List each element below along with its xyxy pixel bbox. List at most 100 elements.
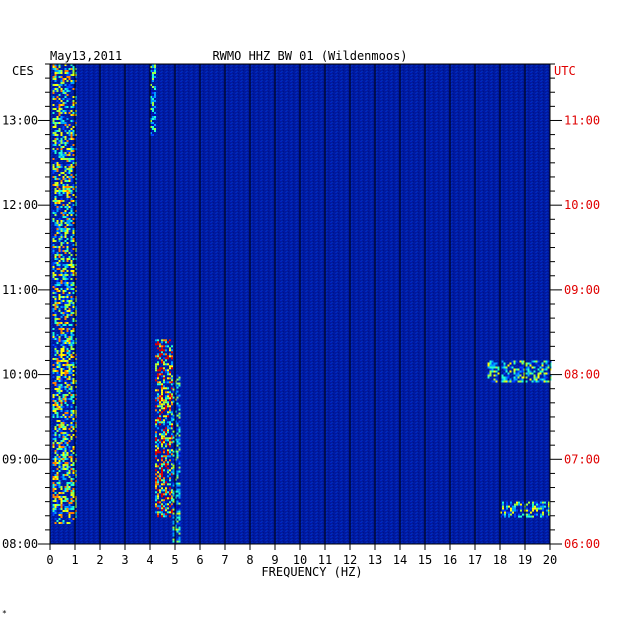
feature-cell: [70, 286, 73, 288]
feature-cell: [64, 282, 67, 284]
feature-cell: [52, 240, 55, 242]
feature-cell: [66, 510, 69, 512]
feature-cell: [54, 70, 57, 72]
feature-cell: [70, 356, 73, 358]
feature-cell: [157, 451, 159, 454]
feature-cell: [70, 426, 73, 428]
feature-cell: [505, 376, 508, 379]
feature-cell: [56, 178, 59, 180]
feature-cell: [505, 366, 508, 369]
feature-cell: [64, 234, 67, 236]
feature-cell: [54, 192, 57, 194]
feature-cell: [538, 503, 540, 506]
feature-cell: [52, 382, 55, 384]
feature-cell: [70, 198, 73, 200]
feature-cell: [176, 450, 179, 453]
feature-cell: [529, 372, 532, 375]
feature-cell: [68, 150, 71, 152]
feature-cell: [56, 84, 59, 86]
feature-cell: [64, 318, 67, 320]
feature-cell: [172, 538, 175, 541]
feature-cell: [152, 80, 154, 82]
feature-cell: [154, 106, 156, 108]
feature-cell: [161, 511, 163, 514]
feature-cell: [62, 490, 65, 492]
feature-cell: [70, 146, 73, 148]
feature-cell: [62, 228, 65, 230]
feature-cell: [66, 260, 69, 262]
feature-cell: [159, 423, 161, 426]
feature-cell: [54, 410, 57, 412]
feature-cell: [52, 68, 55, 70]
feature-cell: [152, 98, 154, 100]
feature-cell: [66, 216, 69, 218]
feature-cell: [169, 487, 171, 490]
feature-cell: [62, 230, 65, 232]
feature-cell: [56, 372, 59, 374]
feature-cell: [62, 292, 65, 294]
feature-cell: [56, 334, 59, 336]
feature-cell: [56, 506, 59, 508]
feature-cell: [54, 240, 57, 242]
feature-cell: [72, 212, 75, 214]
feature-cell: [64, 302, 67, 304]
feature-cell: [489, 364, 492, 367]
feature-cell: [60, 316, 63, 318]
feature-cell: [62, 474, 65, 476]
feature-cell: [58, 248, 61, 250]
feature-cell: [60, 422, 63, 424]
feature-cell: [163, 375, 165, 378]
feature-cell: [68, 148, 71, 150]
feature-cell: [66, 286, 69, 288]
feature-cell: [178, 384, 181, 387]
feature-cell: [66, 352, 69, 354]
feature-cell: [72, 270, 75, 272]
feature-cell: [72, 506, 75, 508]
feature-cell: [159, 479, 161, 482]
feature-cell: [169, 469, 171, 472]
feature-cell: [56, 366, 59, 368]
feature-cell: [66, 340, 69, 342]
feature-cell: [161, 397, 163, 400]
feature-cell: [54, 478, 57, 480]
feature-cell: [536, 503, 538, 506]
feature-cell: [163, 387, 165, 390]
feature-cell: [152, 126, 154, 128]
feature-cell: [528, 515, 530, 518]
feature-cell: [171, 393, 173, 396]
feature-cell: [72, 308, 75, 310]
feature-cell: [66, 124, 69, 126]
feature-cell: [64, 360, 67, 362]
feature-cell: [72, 160, 75, 162]
feature-cell: [54, 130, 57, 132]
feature-cell: [72, 312, 75, 314]
feature-cell: [62, 246, 65, 248]
feature-cell: [68, 518, 71, 520]
feature-cell: [72, 234, 75, 236]
feature-cell: [152, 110, 154, 112]
feature-cell: [66, 314, 69, 316]
feature-cell: [66, 486, 69, 488]
feature-cell: [176, 384, 179, 387]
feature-cell: [72, 340, 75, 342]
feature-cell: [157, 373, 159, 376]
feature-cell: [62, 478, 65, 480]
feature-cell: [64, 388, 67, 390]
feature-cell: [64, 346, 67, 348]
feature-cell: [60, 486, 63, 488]
feature-cell: [161, 375, 163, 378]
feature-cell: [508, 511, 510, 514]
feature-cell: [167, 507, 169, 510]
feature-cell: [64, 310, 67, 312]
feature-cell: [52, 176, 55, 178]
feature-cell: [154, 130, 156, 132]
feature-cell: [165, 489, 167, 492]
feature-cell: [535, 378, 538, 381]
feature-cell: [152, 70, 154, 72]
feature-cell: [54, 162, 57, 164]
feature-cell: [532, 503, 534, 506]
feature-cell: [491, 370, 494, 373]
feature-cell: [58, 480, 61, 482]
feature-cell: [56, 352, 59, 354]
feature-cell: [508, 505, 510, 508]
